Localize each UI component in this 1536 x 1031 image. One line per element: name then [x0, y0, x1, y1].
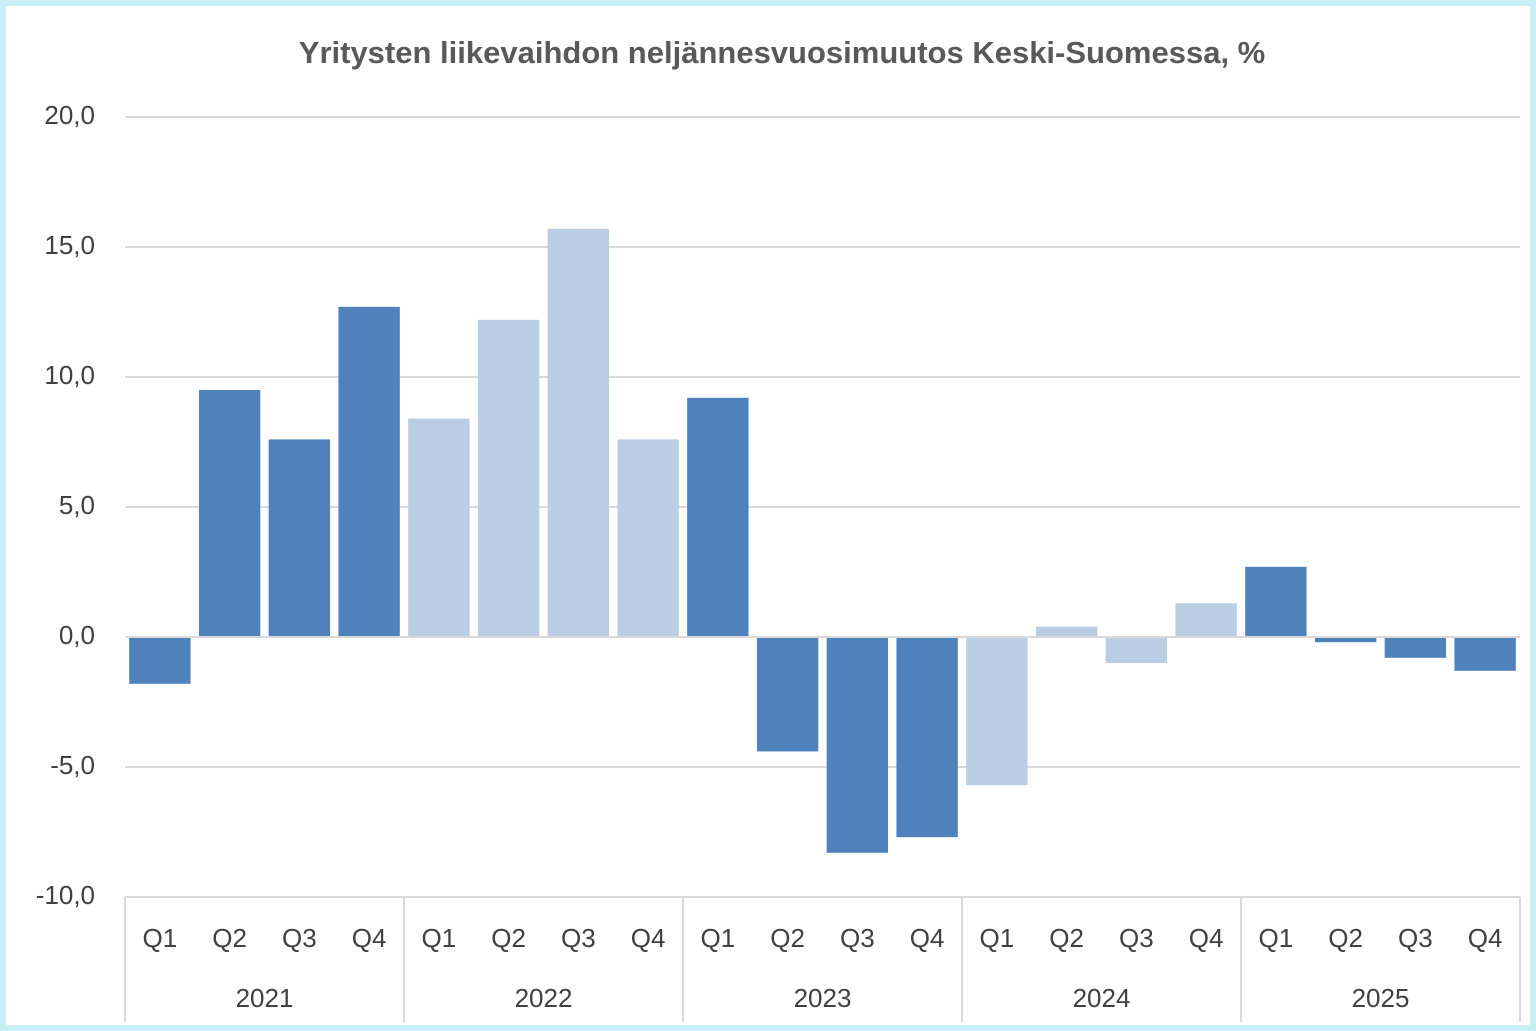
y-tick-label: 20,0	[44, 100, 95, 130]
x-tick-label: Q4	[631, 923, 666, 953]
bar	[1454, 637, 1516, 671]
bar	[1035, 626, 1098, 637]
chart-title: Yritysten liikevaihdon neljännesvuosimuu…	[299, 35, 1265, 70]
x-tick-label: Q1	[422, 923, 457, 953]
bar	[408, 418, 470, 637]
x-tick-label: Q2	[1328, 923, 1363, 953]
y-tick-label: 10,0	[44, 360, 95, 390]
group-label: 2021	[236, 983, 294, 1013]
x-tick-label: Q1	[143, 923, 178, 953]
bar	[1384, 637, 1447, 658]
bar	[129, 637, 191, 684]
bar	[617, 439, 679, 637]
x-tick-label: Q3	[282, 923, 317, 953]
bar	[826, 637, 889, 853]
bar	[198, 390, 261, 637]
group-label: 2025	[1352, 983, 1410, 1013]
bar	[896, 637, 958, 838]
bar	[687, 397, 749, 637]
bar	[1105, 637, 1168, 663]
bar	[966, 637, 1028, 786]
y-tick-label: 0,0	[59, 620, 95, 650]
bar	[756, 637, 819, 752]
x-tick-label: Q2	[491, 923, 526, 953]
group-label: 2023	[794, 983, 852, 1013]
x-tick-label: Q4	[1468, 923, 1503, 953]
y-tick-label: -10,0	[36, 880, 95, 910]
x-tick-label: Q3	[1119, 923, 1154, 953]
bar	[1314, 637, 1377, 643]
bar	[268, 439, 331, 637]
bar	[1175, 603, 1237, 637]
bar	[1245, 566, 1307, 637]
x-tick-label: Q1	[701, 923, 736, 953]
y-tick-label: -5,0	[50, 750, 95, 780]
bar	[477, 319, 540, 637]
x-tick-label: Q4	[910, 923, 945, 953]
x-tick-label: Q1	[1259, 923, 1294, 953]
bar	[338, 306, 400, 637]
group-label: 2024	[1073, 983, 1131, 1013]
x-tick-label: Q2	[212, 923, 247, 953]
x-tick-label: Q2	[1049, 923, 1084, 953]
x-tick-label: Q4	[1189, 923, 1224, 953]
bar	[547, 228, 610, 638]
x-tick-label: Q3	[1398, 923, 1433, 953]
x-tick-label: Q4	[352, 923, 387, 953]
x-tick-label: Q3	[840, 923, 875, 953]
x-tick-label: Q1	[980, 923, 1015, 953]
y-tick-label: 15,0	[44, 230, 95, 260]
x-tick-label: Q2	[770, 923, 805, 953]
y-tick-label: 5,0	[59, 490, 95, 520]
group-label: 2022	[515, 983, 573, 1013]
x-tick-label: Q3	[561, 923, 596, 953]
